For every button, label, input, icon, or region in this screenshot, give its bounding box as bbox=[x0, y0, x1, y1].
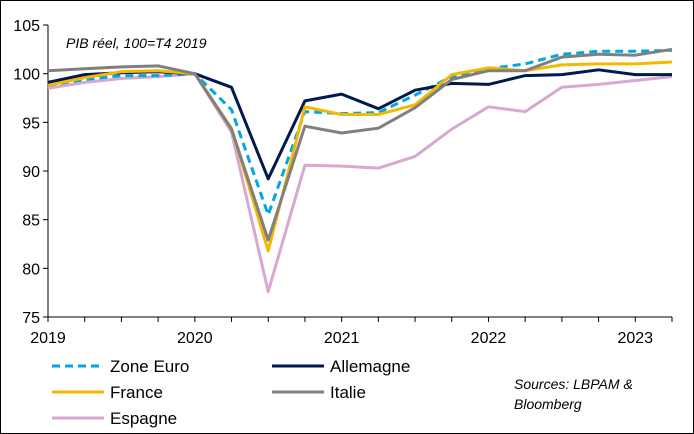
y-tick-label: 105 bbox=[13, 18, 40, 35]
x-tick-label: 2023 bbox=[617, 330, 653, 347]
legend-label-allemagne: Allemagne bbox=[330, 357, 410, 376]
legend-label-zone-euro: Zone Euro bbox=[110, 357, 189, 376]
legend-label-italie: Italie bbox=[330, 383, 366, 402]
series-line-france bbox=[47, 60, 673, 253]
x-tick-label: 2019 bbox=[30, 330, 66, 347]
x-tick-label: 2020 bbox=[177, 330, 213, 347]
y-tick-label: 75 bbox=[22, 310, 40, 327]
y-tick-label: 80 bbox=[22, 261, 40, 278]
y-tick-label: 95 bbox=[22, 115, 40, 132]
series-line-italie bbox=[47, 47, 673, 242]
series-line-zone-euro bbox=[47, 48, 673, 217]
chart-annotation: PIB réel, 100=T4 2019 bbox=[66, 35, 207, 51]
x-tick-label: 2021 bbox=[324, 330, 360, 347]
legend-label-france: France bbox=[110, 383, 163, 402]
source-line-1: Sources: LBPAM & bbox=[514, 376, 633, 392]
x-tick-label: 2022 bbox=[471, 330, 507, 347]
y-tick-label: 100 bbox=[13, 67, 40, 84]
source-line-2: Bloomberg bbox=[514, 396, 582, 412]
series-line-espagne bbox=[47, 72, 673, 294]
legend-label-espagne: Espagne bbox=[110, 409, 177, 428]
y-tick-label: 90 bbox=[22, 164, 40, 181]
y-tick-label: 85 bbox=[22, 213, 40, 230]
